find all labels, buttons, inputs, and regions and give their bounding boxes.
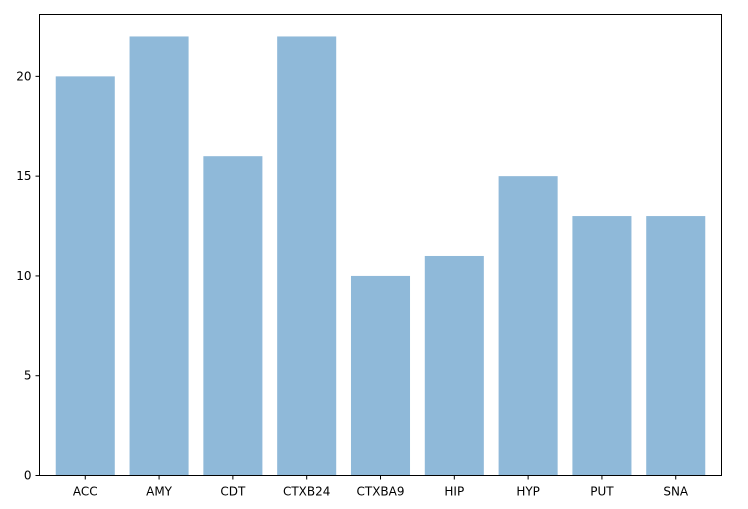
x-tick-label: CTXBA9 [356,485,404,499]
bar-cdt [203,156,263,476]
bar-put [572,216,632,476]
bar-ctxba9 [350,275,411,476]
bar-hip [424,255,484,476]
bar-ctxb24 [277,36,337,476]
x-tick-label: PUT [590,485,614,499]
bars-group [55,36,706,476]
x-tick-label: HYP [516,485,540,499]
y-axis-ticks: 0 5 10 15 20 [16,69,40,483]
x-tick-label: CDT [220,485,246,499]
x-axis-ticks: ACC AMY CDT CTXB24 CTXBA9 HIP HYP PUT SNA [73,475,689,499]
y-tick-label: 20 [16,69,31,83]
bar-hyp [498,176,558,476]
y-tick-label: 10 [16,269,31,283]
plot-frame [39,14,722,476]
bar-acc [55,76,115,476]
y-tick-label: 5 [24,369,32,383]
x-tick-label: AMY [146,485,173,499]
y-tick-label: 0 [24,469,32,483]
bar-sna [646,216,706,476]
x-tick-label: HIP [444,485,464,499]
x-tick-label: CTXB24 [283,485,330,499]
x-tick-label: SNA [663,485,689,499]
bar-amy [129,36,189,476]
x-tick-label: ACC [73,485,98,499]
y-tick-label: 15 [16,169,31,183]
